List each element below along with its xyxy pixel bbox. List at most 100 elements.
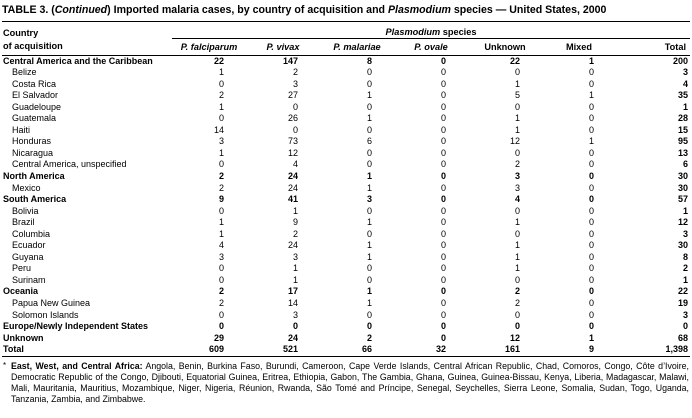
row-label: Mexico xyxy=(12,182,41,193)
table-row: Nicaragua 1 12 0 0 0 0 13 xyxy=(2,148,690,160)
cell-p-ovale: 0 xyxy=(440,55,446,66)
title-segment: Continued xyxy=(54,4,108,16)
cell-p-vivax: 27 xyxy=(287,90,298,101)
cell-mixed: 0 xyxy=(588,321,594,332)
cell-p-vivax: 4 xyxy=(292,159,298,170)
row-label: Columbia xyxy=(12,228,51,239)
cell-total: 1 xyxy=(682,205,688,216)
cell-mixed: 0 xyxy=(588,101,594,112)
cell-p-vivax: 14 xyxy=(287,297,298,308)
column-header-p-malariae: P. malariae xyxy=(320,38,394,56)
cell-total: 3 xyxy=(682,309,688,320)
cell-mixed: 0 xyxy=(588,182,594,193)
cell-unknown: 1 xyxy=(514,251,520,262)
cell-unknown: 12 xyxy=(509,332,520,343)
table-row: Brazil 1 9 1 0 1 0 12 xyxy=(2,217,690,229)
cell-p-vivax: 12 xyxy=(287,147,298,158)
cell-unknown: 3 xyxy=(514,170,520,181)
table-row: El Salvador 2 27 1 0 5 1 35 xyxy=(2,90,690,102)
cell-p-vivax: 0 xyxy=(292,321,298,332)
cell-p-malariae: 0 xyxy=(366,205,372,216)
column-header-p-falciparum: P. falciparum xyxy=(172,38,246,56)
cell-p-malariae: 2 xyxy=(366,332,372,343)
cell-total: 3 xyxy=(682,67,688,78)
column-header-unknown: Unknown xyxy=(468,38,542,56)
malaria-cases-table: Country Plasmodium species of acquisitio… xyxy=(2,22,690,357)
cell-p-malariae: 0 xyxy=(366,263,372,274)
table-row: North America 2 24 1 0 3 0 30 xyxy=(2,171,690,183)
cell-p-ovale: 0 xyxy=(440,205,446,216)
table-row: Oceania 2 17 1 0 2 0 22 xyxy=(2,286,690,298)
cell-p-malariae: 0 xyxy=(366,101,372,112)
cell-p-vivax: 17 xyxy=(287,286,298,297)
cell-unknown: 12 xyxy=(509,136,520,147)
cell-total: 30 xyxy=(677,170,688,181)
cell-p-falciparum: 1 xyxy=(218,101,224,112)
table-row: Costa Rica 0 3 0 0 1 0 4 xyxy=(2,79,690,91)
cell-unknown: 0 xyxy=(514,101,520,112)
column-header-p-ovale: P. ovale xyxy=(394,38,468,56)
cell-total: 4 xyxy=(682,78,688,89)
cell-p-ovale: 0 xyxy=(440,78,446,89)
row-label: South America xyxy=(3,194,67,205)
cell-p-ovale: 0 xyxy=(440,194,446,205)
cell-p-malariae: 0 xyxy=(366,321,372,332)
cell-unknown: 1 xyxy=(514,263,520,274)
cell-total: 28 xyxy=(677,113,688,124)
cell-p-ovale: 0 xyxy=(440,90,446,101)
cell-p-malariae: 0 xyxy=(366,228,372,239)
cell-p-malariae: 1 xyxy=(366,240,372,251)
cell-p-vivax: 147 xyxy=(282,55,298,66)
species-group-header-rest: species xyxy=(440,26,477,37)
cell-p-malariae: 0 xyxy=(366,309,372,320)
table-row: South America 9 41 3 0 4 0 57 xyxy=(2,194,690,206)
table-row: Central America and the Caribbean 22 147 8 0… xyxy=(2,55,690,67)
cell-p-falciparum: 0 xyxy=(218,321,224,332)
column-header-row: of acquisition P. falciparum P. vivax P. m… xyxy=(2,38,690,56)
cell-p-ovale: 0 xyxy=(440,170,446,181)
cell-p-malariae: 1 xyxy=(366,217,372,228)
row-label: Nicaragua xyxy=(12,147,54,158)
table-row: Honduras 3 73 6 0 12 1 95 xyxy=(2,136,690,148)
cell-total: 200 xyxy=(672,55,688,66)
footnote-bold-label: East, West, and Central Africa: xyxy=(11,360,143,371)
row-label: Oceania xyxy=(3,286,39,297)
cell-mixed: 0 xyxy=(588,67,594,78)
cell-p-malariae: 0 xyxy=(366,159,372,170)
table-row: Papua New Guinea 2 14 1 0 2 0 19 xyxy=(2,298,690,310)
cell-p-ovale: 0 xyxy=(440,159,446,170)
cell-p-malariae: 0 xyxy=(366,78,372,89)
cell-p-falciparum: 4 xyxy=(218,240,224,251)
table-row: Central America, unspecified 0 4 0 0 2 0 6 xyxy=(2,159,690,171)
cell-unknown: 1 xyxy=(514,78,520,89)
column-header-p-vivax: P. vivax xyxy=(246,38,320,56)
cell-p-vivax: 1 xyxy=(292,263,298,274)
row-label: Total xyxy=(2,344,172,357)
column-header-mixed: Mixed xyxy=(542,38,616,56)
title-segment: ) Imported malaria cases, by country of … xyxy=(107,4,388,16)
cell-p-falciparum: 0 xyxy=(218,263,224,274)
country-header-line1: Country xyxy=(3,28,39,38)
header-group-row: Country Plasmodium species xyxy=(2,22,690,39)
table-row: Ecuador 4 24 1 0 1 0 30 xyxy=(2,240,690,252)
cell-unknown: 1 xyxy=(514,124,520,135)
cell-total: 1,398 xyxy=(616,344,690,357)
cell-total: 0 xyxy=(682,321,688,332)
table-row: Guyana 3 3 1 0 1 0 8 xyxy=(2,252,690,264)
cell-total: 35 xyxy=(677,90,688,101)
cell-mixed: 0 xyxy=(588,205,594,216)
cell-mixed: 0 xyxy=(588,194,594,205)
cell-p-falciparum: 1 xyxy=(218,228,224,239)
row-label: Costa Rica xyxy=(12,78,57,89)
cell-p-ovale: 0 xyxy=(440,228,446,239)
cell-p-malariae: 1 xyxy=(366,90,372,101)
cell-total: 19 xyxy=(677,297,688,308)
cell-mixed: 1 xyxy=(588,90,594,101)
cell-p-vivax: 2 xyxy=(292,228,298,239)
cell-p-vivax: 1 xyxy=(292,274,298,285)
row-label: Solomon Islands xyxy=(12,309,79,320)
cell-unknown: 4 xyxy=(514,194,520,205)
species-group-header: Plasmodium species xyxy=(172,22,690,39)
cell-mixed: 0 xyxy=(588,78,594,89)
